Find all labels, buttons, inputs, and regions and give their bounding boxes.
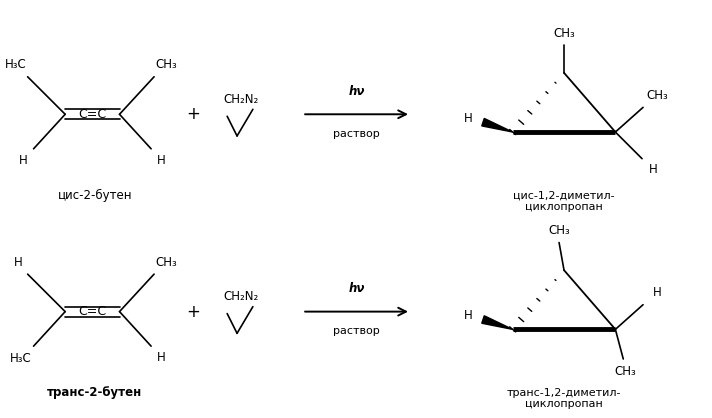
Text: CH₃: CH₃: [155, 256, 177, 269]
Text: CH₃: CH₃: [646, 89, 668, 102]
Text: +: +: [187, 303, 201, 321]
Text: H: H: [464, 309, 473, 322]
Text: H: H: [19, 154, 28, 167]
Text: H₃C: H₃C: [5, 59, 26, 71]
Text: CH₃: CH₃: [614, 365, 636, 378]
Polygon shape: [482, 118, 513, 132]
Text: H: H: [14, 256, 22, 269]
Text: hν: hν: [348, 283, 365, 296]
Text: раствор: раствор: [333, 326, 380, 336]
Text: C=C: C=C: [78, 108, 106, 121]
Text: +: +: [187, 105, 201, 123]
Text: транс-2-бутен: транс-2-бутен: [47, 386, 142, 399]
Text: CH₃: CH₃: [553, 27, 575, 40]
Text: H₃C: H₃C: [10, 352, 31, 365]
Polygon shape: [482, 316, 513, 329]
Text: цис-2-бутен: цис-2-бутен: [58, 189, 132, 202]
Text: H: H: [157, 154, 165, 167]
Text: H: H: [157, 352, 165, 364]
Text: CH₃: CH₃: [155, 59, 177, 71]
Text: H: H: [464, 112, 473, 125]
Text: раствор: раствор: [333, 129, 380, 139]
Text: C=C: C=C: [78, 305, 106, 318]
Text: H: H: [649, 163, 657, 176]
Text: hν: hν: [348, 85, 365, 98]
Text: CH₃: CH₃: [548, 224, 570, 237]
Text: CH₂N₂: CH₂N₂: [224, 291, 258, 303]
Text: CH₂N₂: CH₂N₂: [224, 93, 258, 106]
Text: H: H: [652, 286, 661, 299]
Text: транс-1,2-диметил-
циклопропан: транс-1,2-диметил- циклопропан: [507, 387, 622, 409]
Text: цис-1,2-диметил-
циклопропан: цис-1,2-диметил- циклопропан: [513, 190, 615, 212]
